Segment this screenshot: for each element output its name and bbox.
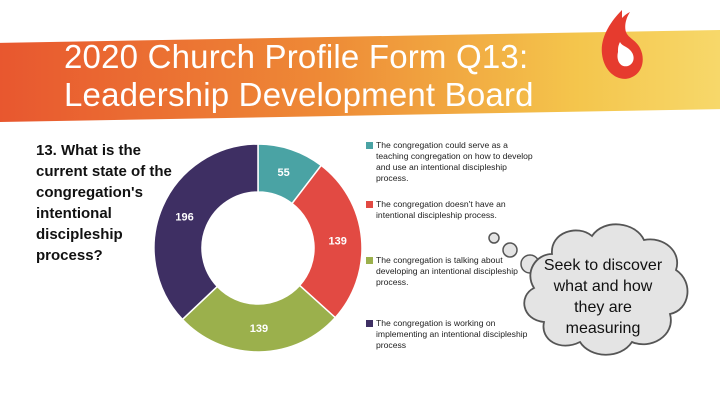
legend-item-3: The congregation is talking about develo… [366,255,538,288]
legend-label-4: The congregation is working on implement… [376,318,528,350]
legend-swatch-3 [366,257,373,264]
thought-bubble-text: Seek to discover what and how they are m… [543,257,663,337]
legend-item-1: The congregation could serve as a teachi… [366,140,538,184]
title-banner [0,30,720,122]
flame-logo-icon [601,10,643,79]
legend-item-2: The congregation doesn't have an intenti… [366,199,538,221]
legend-label-2: The congregation doesn't have an intenti… [376,199,506,220]
legend-label-1: The congregation could serve as a teachi… [376,140,533,183]
donut-slice-4 [153,143,259,321]
data-label-2: 139 [328,236,346,248]
question-text: 13. What is the current state of the con… [36,142,172,264]
data-label-3: 139 [250,323,268,335]
data-label-4: 196 [175,211,193,223]
donut-slice-3 [181,284,337,353]
legend-swatch-2 [366,201,373,208]
data-label-1: 55 [278,167,290,179]
donut-slice-2 [290,164,363,319]
legend-item-4: The congregation is working on implement… [366,318,538,351]
slide-title: 2020 Church Profile Form Q13: Leadership… [64,38,624,114]
slide-title-line-2: Leadership Development Board [64,76,534,113]
legend-label-3: The congregation is talking about develo… [376,255,518,287]
slide-title-line-1: 2020 Church Profile Form Q13: [64,38,529,75]
legend-swatch-1 [366,142,373,149]
legend-swatch-4 [366,320,373,327]
